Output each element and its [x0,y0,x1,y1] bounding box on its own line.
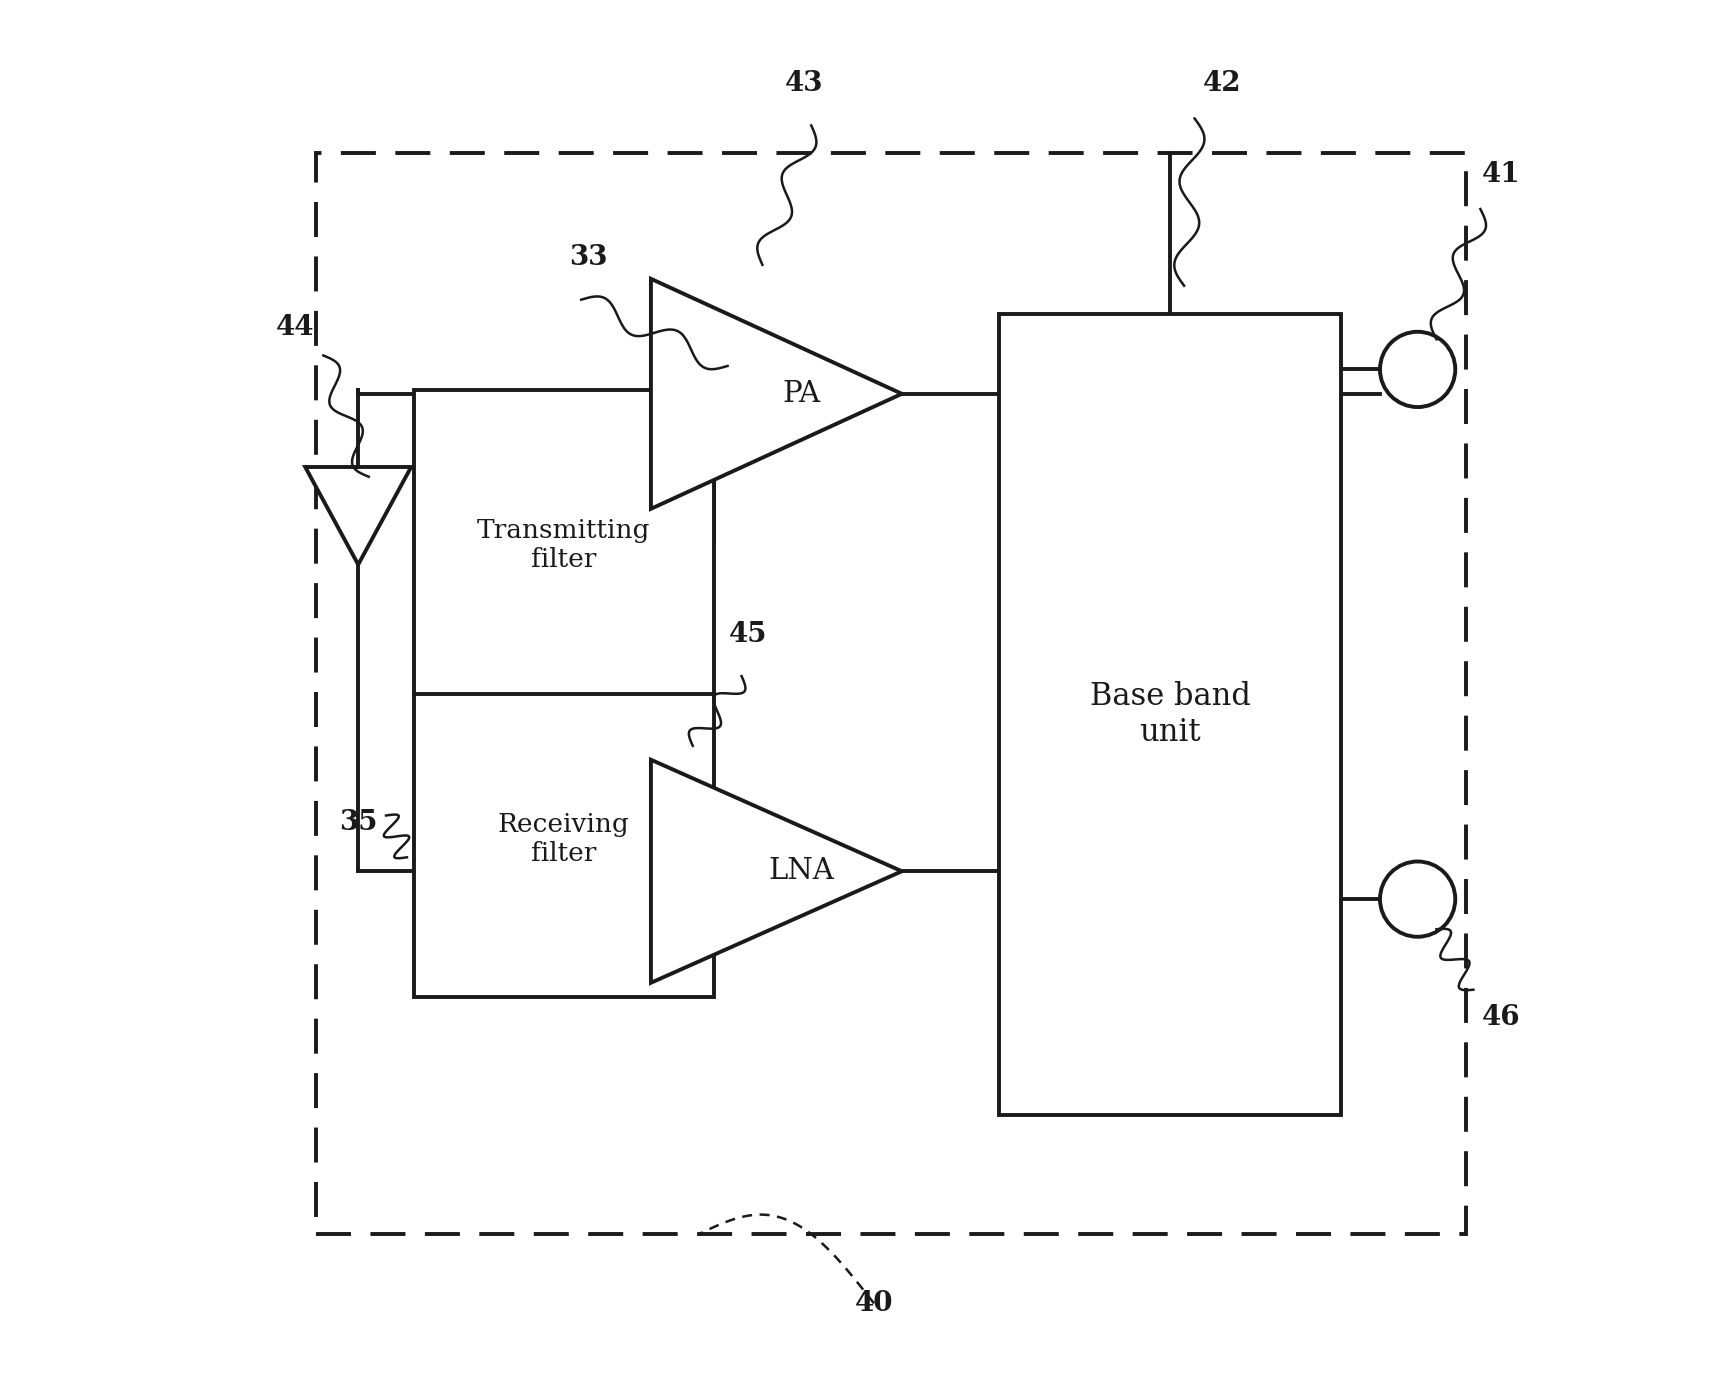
Text: Transmitting
filter: Transmitting filter [477,519,650,572]
Text: 46: 46 [1483,1004,1521,1032]
Circle shape [1380,332,1455,407]
Polygon shape [305,467,411,565]
Text: 33: 33 [569,244,607,272]
Text: Base band
unit: Base band unit [1089,682,1250,747]
Text: 35: 35 [338,809,378,836]
Text: 45: 45 [730,620,768,648]
Text: 44: 44 [276,314,314,342]
Text: 40: 40 [855,1289,893,1317]
Polygon shape [414,390,714,997]
Text: 43: 43 [786,70,824,98]
Text: Receiving
filter: Receiving filter [498,813,629,866]
Text: 41: 41 [1483,160,1521,188]
Polygon shape [650,279,902,509]
Text: 42: 42 [1203,70,1242,98]
Text: PA: PA [782,379,820,408]
Circle shape [1380,861,1455,937]
Text: LNA: LNA [768,857,834,885]
Polygon shape [999,314,1340,1115]
Polygon shape [650,760,902,983]
